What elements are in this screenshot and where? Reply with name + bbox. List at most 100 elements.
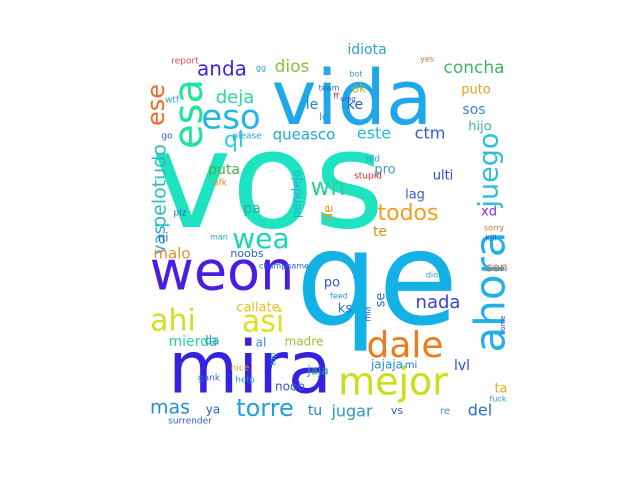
word-man: man xyxy=(210,233,228,242)
word-fuck: fuck xyxy=(490,395,507,404)
word-lag: lag xyxy=(405,188,425,203)
word-please: please xyxy=(232,132,262,142)
word-ql: ql xyxy=(224,128,244,153)
word-ese: ese xyxy=(142,84,170,126)
word-bot: bot xyxy=(349,70,362,79)
word-report: report xyxy=(171,57,199,67)
word-yes: yes xyxy=(420,55,434,64)
word-mejor: mejor xyxy=(338,360,448,404)
word-ctm: ctm xyxy=(415,124,446,143)
word-ulti: ulti xyxy=(433,169,454,184)
word-ya: ya xyxy=(206,403,220,417)
word-nada: nada xyxy=(416,292,461,313)
word-re: re xyxy=(440,406,450,417)
word-asi: asi xyxy=(242,305,284,340)
word-da: da xyxy=(205,334,220,348)
word-vos: vos xyxy=(152,102,385,259)
word-gg: gg xyxy=(256,64,266,73)
word-del: del xyxy=(468,401,492,420)
word-juego: juego xyxy=(474,133,505,209)
word-dios: dios xyxy=(426,271,442,280)
word-team: team xyxy=(319,84,340,93)
word-jugar: jugar xyxy=(330,402,373,421)
word-omg: omg xyxy=(340,95,356,103)
word-callate: callate xyxy=(236,301,279,316)
word-jaja: jaja xyxy=(306,364,328,378)
word-todos: todos xyxy=(378,201,439,226)
word-mierda: mierda xyxy=(168,334,217,350)
word-weon: weon xyxy=(150,240,295,303)
word-deja: deja xyxy=(216,87,255,108)
word-le: le xyxy=(306,97,319,113)
word-dale: dale xyxy=(366,325,443,366)
word-mas: mas xyxy=(150,397,190,419)
word-noob: noob xyxy=(275,380,305,394)
word-ke: ke xyxy=(347,97,363,113)
word-pelotudo: pelotudo xyxy=(149,144,171,228)
word-torre: torre xyxy=(236,394,294,422)
word-nid: nid xyxy=(366,155,380,165)
word-lvl: lvl xyxy=(454,358,470,374)
word-gank: gank xyxy=(198,374,221,384)
word-nice: nice xyxy=(231,364,250,374)
word-vas: vas xyxy=(150,225,170,254)
word-qe: qe xyxy=(296,203,459,355)
word-idiota: idiota xyxy=(347,42,386,58)
word-top: top xyxy=(269,352,278,365)
word-afk: afk xyxy=(213,179,228,189)
word-puto: puto xyxy=(461,83,491,98)
word-come: come xyxy=(499,315,507,334)
word-ahora: ahora xyxy=(466,231,515,352)
word-feed: feed xyxy=(330,292,348,301)
word-champname: champname xyxy=(259,262,309,271)
word-ok: ok xyxy=(352,82,366,96)
word-pendejo: pendejo xyxy=(290,170,304,218)
word-hijo: hijo xyxy=(468,120,491,135)
word-surrender: surrender xyxy=(168,417,212,427)
word-vs: vs xyxy=(391,404,404,417)
word-po: po xyxy=(324,276,340,291)
word-stupid: stupid xyxy=(354,172,382,182)
word-go: go xyxy=(161,132,173,142)
word-tu: tu xyxy=(308,403,322,419)
word-mia: mia xyxy=(364,306,373,321)
word-esa: esa xyxy=(166,79,212,149)
word-ks: ks xyxy=(338,302,353,317)
word-wtf: wtf xyxy=(165,96,180,106)
word-dios: dios xyxy=(275,57,310,77)
word-lol: lol xyxy=(319,112,331,123)
word-xd: xd xyxy=(481,205,497,220)
word-eso: eso xyxy=(201,98,260,138)
word-sos: sos xyxy=(462,102,485,118)
word-pro: pro xyxy=(374,163,395,178)
word-mira: mira xyxy=(168,326,332,410)
word-al: al xyxy=(256,336,267,350)
word-vida: vida xyxy=(272,53,433,142)
word-ni: ni xyxy=(158,231,169,245)
word-help: help xyxy=(235,376,255,386)
word-se: se xyxy=(374,293,389,308)
word-wn: wn xyxy=(311,173,346,201)
word-concha: concha xyxy=(443,58,504,78)
word-malo: malo xyxy=(153,245,190,263)
word-plz: plz xyxy=(174,209,187,219)
word-wea: wea xyxy=(232,222,289,255)
word-queasco: queasco xyxy=(273,126,336,144)
word-mi: mi xyxy=(405,360,418,371)
word-son: son xyxy=(486,261,507,275)
word-madre: madre xyxy=(285,335,324,349)
word-noobs: noobs xyxy=(230,247,263,260)
word-este: este xyxy=(357,124,391,143)
word-de: de xyxy=(322,205,337,221)
word-anda: anda xyxy=(197,57,247,81)
word-pa: pa xyxy=(243,201,260,217)
word-kill: kill xyxy=(485,234,496,243)
word-ta: ta xyxy=(494,382,507,397)
word-ff: ff xyxy=(333,92,339,101)
word-ahi: ahi xyxy=(150,304,196,339)
word-sorry: sorry xyxy=(484,224,505,233)
word-te: te xyxy=(373,224,387,240)
word-puta: puta xyxy=(208,162,240,178)
word-jajaja: jajaja xyxy=(370,358,403,372)
